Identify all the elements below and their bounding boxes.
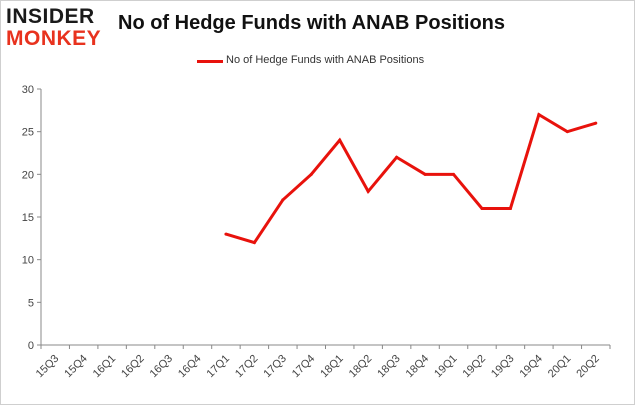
data-point xyxy=(423,172,427,176)
x-tick-label: 19Q3 xyxy=(489,353,517,381)
logo-line-2: MONKEY xyxy=(6,27,102,50)
x-tick-label: 15Q3 xyxy=(34,353,62,381)
x-tick-label: 20Q2 xyxy=(574,353,602,381)
data-point xyxy=(252,241,256,245)
x-tick-label: 19Q4 xyxy=(517,353,545,381)
y-tick-label: 5 xyxy=(28,297,34,309)
y-tick-label: 20 xyxy=(22,169,34,181)
data-point xyxy=(537,113,541,117)
data-point xyxy=(480,206,484,210)
data-point xyxy=(338,138,342,142)
x-tick-label: 15Q4 xyxy=(62,353,90,381)
x-tick-label: 18Q1 xyxy=(318,353,346,381)
x-tick-label: 16Q4 xyxy=(176,353,204,381)
x-tick-label: 18Q4 xyxy=(404,353,432,381)
data-point xyxy=(224,232,228,236)
chart-title: No of Hedge Funds with ANAB Positions xyxy=(118,12,506,34)
x-tick-label: 19Q1 xyxy=(432,353,460,381)
y-tick-label: 30 xyxy=(22,84,34,96)
x-tick-label: 17Q4 xyxy=(290,353,318,381)
y-tick-label: 10 xyxy=(22,255,34,267)
x-tick-label: 16Q3 xyxy=(148,353,176,381)
insider-monkey-logo: INSIDER MONKEY xyxy=(6,6,101,50)
data-point xyxy=(594,121,598,125)
x-tick-label: 17Q2 xyxy=(233,353,261,381)
data-point xyxy=(366,189,370,193)
data-point xyxy=(309,172,313,176)
x-tick-label: 19Q2 xyxy=(461,353,489,381)
series-line xyxy=(225,112,597,245)
y-tick-label: 15 xyxy=(22,212,34,224)
x-tick-label: 18Q2 xyxy=(347,353,375,381)
logo-line-1: INSIDER xyxy=(6,5,95,28)
data-point xyxy=(452,172,456,176)
legend-label: No of Hedge Funds with ANAB Positions xyxy=(226,54,425,66)
data-point xyxy=(508,206,512,210)
x-tick-label: 16Q1 xyxy=(91,353,119,381)
data-point xyxy=(281,198,285,202)
y-tick-label: 0 xyxy=(28,340,34,352)
data-point xyxy=(565,130,569,134)
data-point xyxy=(395,155,399,159)
legend-swatch xyxy=(197,60,223,63)
x-tick-label: 20Q1 xyxy=(546,353,574,381)
y-tick-label: 25 xyxy=(22,127,34,139)
x-tick-label: 16Q2 xyxy=(119,353,147,381)
x-tick-label: 17Q1 xyxy=(205,353,233,381)
x-tick-label: 18Q3 xyxy=(375,353,403,381)
x-tick-label: 17Q3 xyxy=(261,353,289,381)
